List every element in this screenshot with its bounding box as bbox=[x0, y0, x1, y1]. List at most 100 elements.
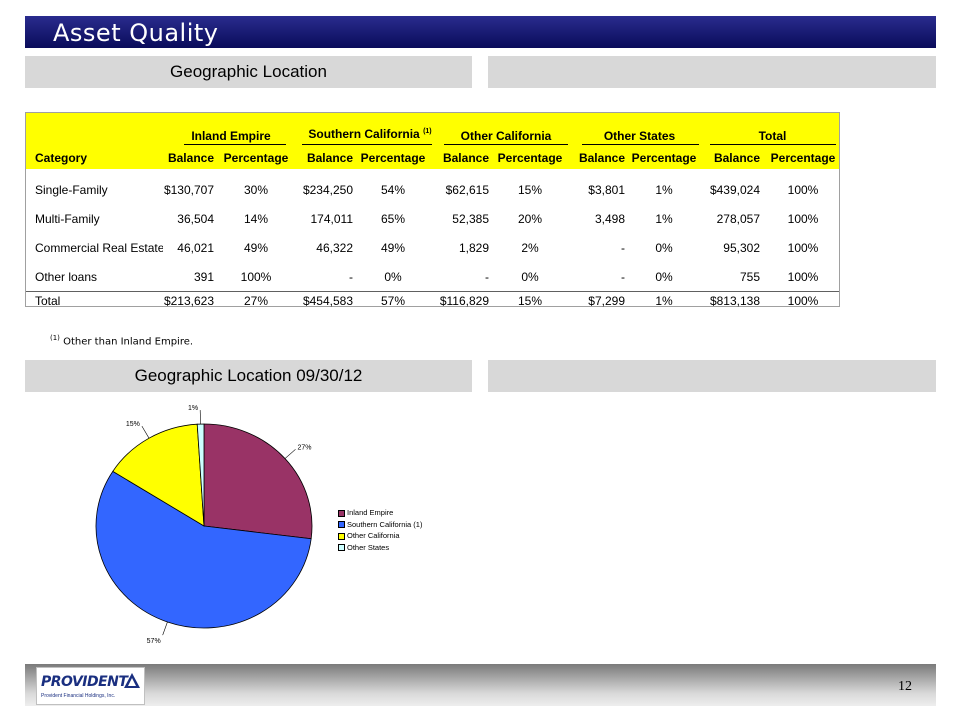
subheader-balance: Balance bbox=[306, 151, 353, 165]
table-row-category: Other loans bbox=[35, 270, 98, 284]
subheader-percentage: Percentage bbox=[223, 151, 289, 165]
group-header-total: Total bbox=[758, 129, 787, 143]
group-header-otherstates: Other States bbox=[603, 129, 676, 143]
legend-item: Other California bbox=[338, 530, 422, 542]
section-bar-blank-1 bbox=[488, 56, 936, 88]
subheader-percentage: Percentage bbox=[770, 151, 836, 165]
legend-swatch bbox=[338, 521, 345, 529]
legend-item: Other States bbox=[338, 542, 422, 554]
table-row-balance: $130,707 bbox=[163, 183, 214, 197]
subheader-percentage: Percentage bbox=[497, 151, 563, 165]
section-title-chart: Geographic Location 09/30/12 bbox=[134, 366, 363, 385]
table-header-band bbox=[26, 113, 839, 169]
pie-leader-line-2 bbox=[141, 426, 150, 439]
section-bar-chart: Geographic Location 09/30/12 bbox=[25, 360, 472, 392]
table-row-balance: 174,011 bbox=[310, 212, 354, 226]
provident-logo: PROVIDENT Provident Financial Holdings, … bbox=[36, 667, 145, 705]
legend-label: Southern California (1) bbox=[347, 519, 423, 529]
table-row-balance: - bbox=[485, 270, 489, 284]
pie-label-0: 27% bbox=[298, 444, 312, 451]
table-row-percentage: 100% bbox=[240, 270, 272, 284]
pie-chart: 27% 57% 15% 1% bbox=[95, 405, 313, 645]
table-row-percentage: 30% bbox=[243, 183, 269, 197]
table-row-balance: - bbox=[621, 241, 625, 255]
group-header-socal: Southern California (1) bbox=[308, 127, 432, 141]
page-number: 12 bbox=[898, 679, 912, 694]
chart-legend: Inland Empire Southern California (1) Othe… bbox=[338, 507, 422, 553]
table-row-balance: 1,829 bbox=[458, 241, 489, 255]
table-row-percentage: 2% bbox=[521, 241, 539, 255]
total-row-balance: $213,623 bbox=[163, 294, 214, 308]
table-row-percentage: 15% bbox=[517, 183, 543, 197]
table-row-percentage: 0% bbox=[521, 270, 539, 284]
table-row-percentage: 100% bbox=[787, 270, 819, 284]
subheader-balance: Balance bbox=[167, 151, 214, 165]
legend-swatch bbox=[338, 532, 345, 540]
pie-slice-3 bbox=[196, 423, 205, 527]
subheader-percentage: Percentage bbox=[360, 151, 426, 165]
table-row-percentage: 49% bbox=[243, 241, 269, 255]
table-row-percentage: 0% bbox=[655, 241, 673, 255]
legend-label: Other California bbox=[347, 531, 400, 540]
pie-label-2: 15% bbox=[126, 421, 140, 428]
table-row-balance: $234,250 bbox=[302, 183, 353, 197]
table-row-percentage: 1% bbox=[655, 183, 673, 197]
geographic-table: Inland Empire Southern California (1) Ot… bbox=[25, 112, 840, 308]
pie-label-1: 57% bbox=[147, 638, 161, 645]
table-row-balance: 391 bbox=[193, 270, 214, 284]
table-row-percentage: 49% bbox=[380, 241, 406, 255]
table-row-percentage: 0% bbox=[384, 270, 402, 284]
group-header-othercal: Other California bbox=[460, 129, 552, 143]
legend-label: Other States bbox=[347, 542, 390, 552]
total-row-percentage: 15% bbox=[517, 294, 543, 308]
total-row-balance: $116,829 bbox=[439, 294, 489, 308]
pie-slice-1 bbox=[95, 470, 312, 629]
page-title: Asset Quality bbox=[53, 19, 219, 47]
table-row-balance: 36,504 bbox=[177, 212, 214, 226]
table-row-percentage: 100% bbox=[787, 241, 819, 255]
subheader-balance: Balance bbox=[713, 151, 760, 165]
table-row-percentage: 0% bbox=[655, 270, 673, 284]
section-title-table: Geographic Location bbox=[170, 62, 327, 81]
table-row-category: Single-Family bbox=[35, 183, 108, 197]
legend-swatch bbox=[338, 509, 345, 517]
legend-swatch bbox=[338, 544, 345, 552]
logo-mark-icon bbox=[124, 673, 140, 688]
table-row-balance: - bbox=[621, 270, 625, 284]
total-row-percentage: 100% bbox=[787, 294, 819, 308]
table-row-balance: 278,057 bbox=[716, 212, 760, 226]
legend-item: Inland Empire bbox=[338, 507, 422, 519]
table-row-balance: 755 bbox=[739, 270, 760, 284]
subheader-balance: Balance bbox=[442, 151, 489, 165]
table-row-balance: $62,615 bbox=[445, 183, 489, 197]
table-row-category: Commercial Real Estate bbox=[35, 241, 163, 255]
table-row-balance: 46,322 bbox=[316, 241, 353, 255]
table-row-balance: 46,021 bbox=[177, 241, 214, 255]
pie-leader-line-1 bbox=[162, 621, 168, 636]
table-row-percentage: 100% bbox=[787, 212, 819, 226]
section-bar-blank-2 bbox=[488, 360, 936, 392]
pie-slice-2 bbox=[112, 423, 205, 527]
table-row-balance: $439,024 bbox=[709, 183, 760, 197]
legend-item: Southern California (1) bbox=[338, 519, 422, 531]
total-row-percentage: 57% bbox=[380, 294, 406, 308]
subheader-percentage: Percentage bbox=[631, 151, 697, 165]
total-row-balance: $813,138 bbox=[709, 294, 760, 308]
table-row-balance: 3,498 bbox=[594, 212, 625, 226]
legend-label: Inland Empire bbox=[347, 508, 394, 517]
total-row-percentage: 1% bbox=[655, 294, 673, 308]
table-row-percentage: 65% bbox=[380, 212, 406, 226]
total-row-percentage: 27% bbox=[243, 294, 269, 308]
table-row-category: Multi-Family bbox=[35, 212, 100, 226]
title-bar: Asset Quality bbox=[25, 16, 936, 48]
section-bar-table: Geographic Location bbox=[25, 56, 472, 88]
table-row-percentage: 14% bbox=[243, 212, 269, 226]
table-row-percentage: 54% bbox=[380, 183, 406, 197]
total-row-balance: $454,583 bbox=[302, 294, 353, 308]
footnote: (1) Other than Inland Empire. bbox=[50, 334, 194, 348]
table-row-balance: - bbox=[349, 270, 353, 284]
pie-leader-line-0 bbox=[284, 449, 296, 459]
pie-label-3: 1% bbox=[188, 405, 198, 412]
total-row-balance: $7,299 bbox=[588, 294, 625, 308]
table-row-balance: 52,385 bbox=[452, 212, 489, 226]
